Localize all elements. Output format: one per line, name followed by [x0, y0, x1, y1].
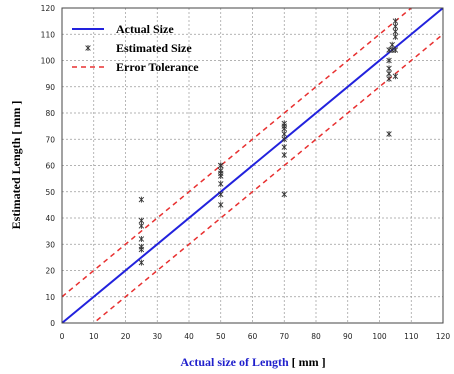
- estimated-size-point: [386, 70, 392, 77]
- estimated-size-point: [218, 180, 224, 187]
- x-tick-label: 120: [436, 332, 451, 341]
- x-tick-label: 0: [60, 332, 65, 341]
- estimated-size-point: [386, 75, 392, 82]
- estimated-size-point: [138, 236, 145, 242]
- x-tick-label: 100: [372, 332, 387, 341]
- y-tick-label: 60: [45, 162, 55, 171]
- x-axis-label-part: Actual size of Length: [180, 355, 289, 369]
- plot-frame: [61, 7, 444, 324]
- estimated-size-point: [218, 191, 224, 198]
- estimated-size-point: [281, 120, 287, 127]
- y-axis-label: Estimated Length [ mm ]: [9, 101, 23, 230]
- estimated-size-point: [392, 23, 399, 30]
- estimated-size-point: [386, 131, 392, 137]
- legend-label: Estimated Size: [116, 41, 192, 55]
- estimated-size-point: [218, 167, 224, 174]
- y-tick-label: 10: [45, 293, 55, 302]
- y-tick-label: 80: [45, 109, 55, 118]
- estimated-size-point: [392, 47, 399, 53]
- estimated-size-point: [392, 33, 399, 40]
- y-tick-label: 50: [45, 188, 55, 197]
- estimated-size-point: [392, 18, 399, 25]
- legend-label: Actual Size: [116, 22, 174, 36]
- x-tick-label: 90: [343, 332, 353, 341]
- estimated-size-point: [386, 57, 392, 64]
- x-tick-label: 30: [152, 332, 162, 341]
- estimated-size-point: [138, 222, 145, 229]
- estimated-size-point: [138, 259, 145, 266]
- estimated-size-point: [281, 136, 287, 143]
- y-tick-label: 120: [41, 4, 56, 13]
- estimated-size-point: [392, 28, 399, 35]
- estimated-size-point: [138, 243, 145, 250]
- y-tick-label: 40: [45, 214, 55, 223]
- y-tick-label: 20: [45, 267, 55, 276]
- actual-size-line: [62, 8, 443, 323]
- y-tick-label: 30: [45, 240, 55, 249]
- plot-area: [62, 8, 443, 323]
- y-tick-label: 0: [50, 319, 55, 328]
- x-tick-label: 50: [216, 332, 226, 341]
- x-tick-label: 80: [311, 332, 321, 341]
- x-tick-label: 110: [404, 332, 419, 341]
- estimated-size-point: [138, 196, 145, 203]
- x-tick-label: 10: [89, 332, 99, 341]
- legend-swatch-estimated-size: [85, 45, 91, 51]
- estimated-size-point: [281, 131, 287, 137]
- x-tick-label: 20: [121, 332, 131, 341]
- estimated-size-point: [138, 217, 145, 224]
- estimated-size-point: [281, 191, 287, 198]
- y-tick-label: 90: [45, 83, 55, 92]
- estimated-size-point: [218, 162, 224, 169]
- estimated-size-point: [281, 152, 287, 158]
- x-tick-label: 40: [184, 332, 194, 341]
- y-tick-label: 100: [41, 57, 56, 66]
- legend-label: Error Tolerance: [116, 60, 199, 74]
- estimated-size-point: [389, 41, 395, 48]
- y-tick-label: 70: [45, 135, 55, 144]
- x-tick-label: 60: [248, 332, 258, 341]
- error-tolerance-lower-line: [92, 33, 443, 323]
- x-axis-label: Actual size of Length [ mm ]: [180, 355, 325, 369]
- estimated-size-point: [392, 73, 399, 80]
- y-tick-label: 110: [41, 30, 56, 39]
- estimated-size-point: [281, 144, 287, 151]
- tick-labels: 0 10 20 30 40 50 60 70 80 90 100 110 120 0 10 20 30 40 50 6…: [41, 4, 451, 341]
- estimated-size-point: [218, 201, 224, 208]
- legend: Actual Size Estimated Size Error Tolerance: [72, 22, 199, 74]
- error-tolerance-upper-line: [62, 8, 413, 298]
- estimated-size-point: [386, 65, 392, 72]
- x-axis-label-part: [ mm ]: [289, 355, 326, 369]
- x-tick-label: 70: [279, 332, 289, 341]
